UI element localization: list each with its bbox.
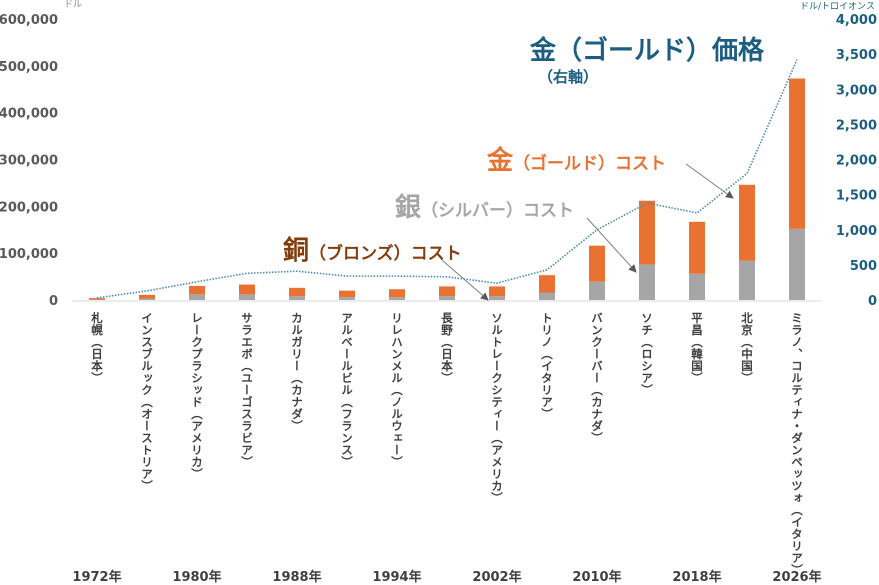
right-axis-tick-label: 500 [850,259,877,274]
category-label: トリノ（イタリア） [539,312,555,420]
category-label: インスブルック（オーストリア） [139,312,155,492]
gold-cost-kanji: 金 [487,146,513,176]
category-label: ソルトレークシティー（アメリカ） [489,312,505,504]
silver-cost-bar [539,293,555,300]
gold-cost-bar [289,288,305,296]
right-axis-tick-label: 4,000 [836,13,877,28]
year-label: 2018年 [672,566,721,585]
silver-cost-bar [239,294,255,300]
right-axis-tick-label: 0 [868,294,877,309]
gold-cost-arrow [686,164,733,198]
silver-cost-bar [289,296,305,300]
left-axis-tick-label: 600,000 [0,13,58,28]
gold-cost-bar [489,286,505,296]
silver-cost-annotation: 銀（シルバー）コスト [395,187,574,224]
left-axis-tick-label: 400,000 [0,107,58,122]
left-axis-tick-label: 0 [49,294,58,309]
silver-cost-bar [489,296,505,300]
gold-cost-bar [689,222,705,274]
gold-cost-text: （ゴールド）コスト [513,154,666,174]
bronze-cost-annotation: 銅（ブロンズ）コスト [283,230,462,267]
gold-cost-bar [339,291,355,298]
bronze-cost-text: （ブロンズ）コスト [309,244,462,264]
silver-cost-kanji: 銀 [395,193,421,223]
silver-cost-bar [189,294,205,300]
silver-cost-bar [589,282,605,300]
right-axis-tick-label: 1,500 [836,189,877,204]
gold-cost-bar [189,286,205,294]
category-label: リレハンメル（ノルウェー） [389,312,405,468]
silver-cost-bar [789,229,805,300]
category-label: バンクーバー（カナダ） [589,312,605,444]
silver-cost-bar [389,297,405,300]
silver-cost-bar [739,261,755,300]
left-axis-tick-label: 200,000 [0,200,58,215]
right-axis-unit: ドル/トロイオンス [800,0,875,12]
bronze-cost-kanji: 銅 [283,236,309,266]
left-axis-tick-label: 300,000 [0,154,58,169]
gold-cost-bar [639,201,655,265]
category-label: カルガリー（カナダ） [289,312,305,432]
gold-price-right-axis-note: （右軸） [538,66,598,87]
year-label: 2002年 [472,566,521,585]
year-label: 2010年 [572,566,621,585]
silver-cost-bar [689,274,705,300]
right-axis-tick-label: 2,000 [836,154,877,169]
silver-cost-bar [339,297,355,300]
gold-cost-bar [389,289,405,297]
gold-cost-bar [439,286,455,296]
category-label: ミラノ、コルティナ・ダンペッツォ（イタリア） [789,312,805,576]
year-label: 1988年 [272,566,321,585]
gold-cost-bar [589,246,605,282]
right-axis-tick-label: 1,000 [836,224,877,239]
gold-cost-bar [239,285,255,295]
category-label: サラエボ（ユーゴスラビア） [239,312,255,468]
gold-price-annotation: 金（ゴールド）価格 [530,30,764,67]
left-axis-unit: ドル [64,0,82,10]
right-axis-tick-label: 3,500 [836,48,877,63]
right-axis-tick-label: 3,000 [836,83,877,98]
category-label: 長野（日本） [439,312,455,384]
category-label: アルベールビル（フランス） [339,312,355,468]
category-label: 平昌（韓国） [689,312,705,384]
gold-cost-bar [139,295,155,299]
gold-cost-bar [539,275,555,292]
category-label: 札幌（日本） [89,312,105,384]
silver-cost-bar [139,299,155,300]
gold-cost-bar [89,298,105,299]
silver-cost-bar [439,296,455,300]
right-axis-tick-label: 2,500 [836,118,877,133]
gold-cost-annotation: 金（ゴールド）コスト [487,140,666,177]
year-label: 1972年 [72,566,121,585]
gold-cost-bar [739,185,755,261]
left-axis-tick-label: 100,000 [0,247,58,262]
left-axis-tick-label: 500,000 [0,60,58,75]
category-label: レークプラシッド（アメリカ） [189,312,205,480]
category-label: ソチ（ロシア） [639,312,655,396]
year-label: 2026年 [772,566,821,585]
category-label: 北京（中国） [739,312,755,384]
year-label: 1994年 [372,566,421,585]
year-label: 1980年 [172,566,221,585]
silver-cost-text: （シルバー）コスト [421,201,574,221]
silver-cost-bar [639,264,655,300]
gold-cost-bar [789,78,805,228]
